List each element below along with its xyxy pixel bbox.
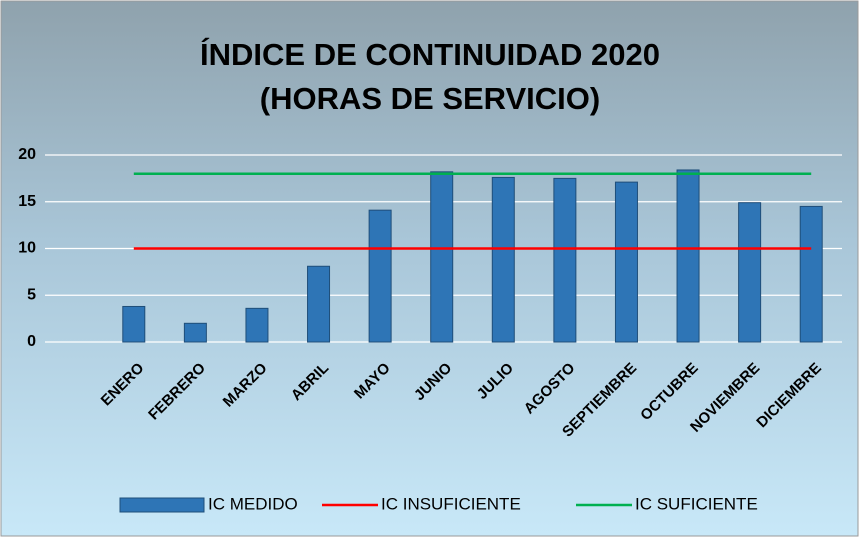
bar (183, 322, 207, 343)
chart-subtitle: (HORAS DE SERVICIO) (260, 81, 600, 116)
y-tick-label: 20 (18, 146, 36, 163)
bar (430, 171, 454, 343)
legend-swatch (119, 497, 205, 513)
y-tick-label: 0 (27, 333, 36, 350)
legend-label: IC SUFICIENTE (635, 494, 758, 513)
y-tick-label: 15 (18, 193, 36, 210)
y-tick-label: 10 (18, 240, 36, 257)
bar (122, 305, 146, 343)
bar (245, 307, 269, 343)
legend-label: IC MEDIDO (208, 494, 298, 513)
bar (738, 202, 762, 343)
chart-title: ÍNDICE DE CONTINUIDAD 2020 (200, 37, 660, 72)
bar (491, 176, 515, 343)
legend-label: IC INSUFICIENTE (381, 494, 521, 513)
bar (676, 169, 700, 343)
bar (553, 177, 577, 343)
y-tick-label: 5 (27, 286, 36, 303)
bar (368, 209, 392, 343)
bar (799, 205, 823, 343)
bar (614, 181, 638, 343)
bar (307, 265, 331, 343)
